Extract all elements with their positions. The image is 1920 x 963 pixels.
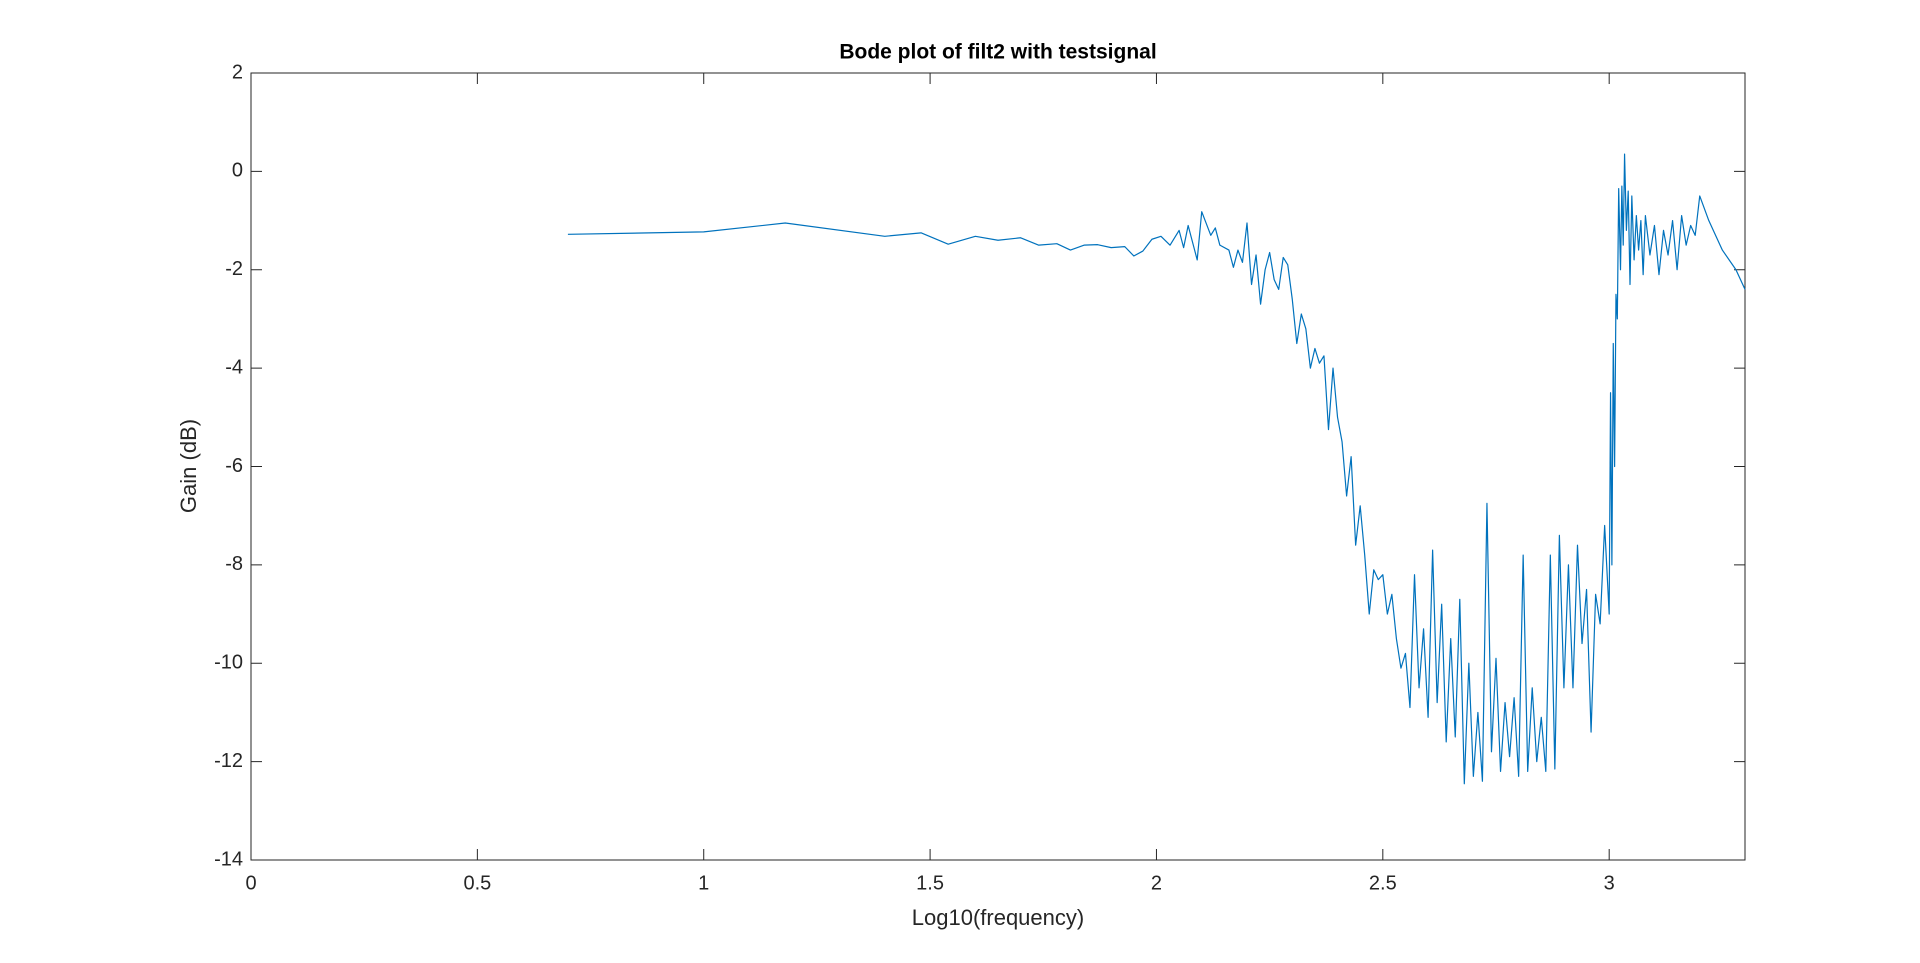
- data-line: [567, 153, 1746, 785]
- y-tick-label: -4: [225, 356, 243, 378]
- x-tick-label: 2: [1151, 872, 1162, 894]
- y-tick-label: -6: [225, 455, 243, 477]
- x-tick-label: 3: [1604, 872, 1615, 894]
- y-tick-label: 2: [232, 61, 243, 83]
- x-tick-label: 0.5: [463, 872, 491, 894]
- x-axis-label: Log10(frequency): [912, 905, 1084, 930]
- x-tick-label: 0: [245, 872, 256, 894]
- x-tick-label: 1.5: [916, 872, 944, 894]
- chart-title: Bode plot of filt2 with testsignal: [839, 41, 1156, 64]
- x-tick-label: 2.5: [1369, 872, 1397, 894]
- y-tick-label: -10: [214, 652, 243, 674]
- y-axis-label: Gain (dB): [176, 419, 201, 513]
- y-tick-label: -12: [214, 750, 243, 772]
- y-tick-label: -8: [225, 553, 243, 575]
- x-tick-label: 1: [698, 872, 709, 894]
- y-tick-label: 0: [232, 160, 243, 182]
- y-tick-label: -14: [214, 848, 243, 870]
- y-tick-label: -2: [225, 258, 243, 280]
